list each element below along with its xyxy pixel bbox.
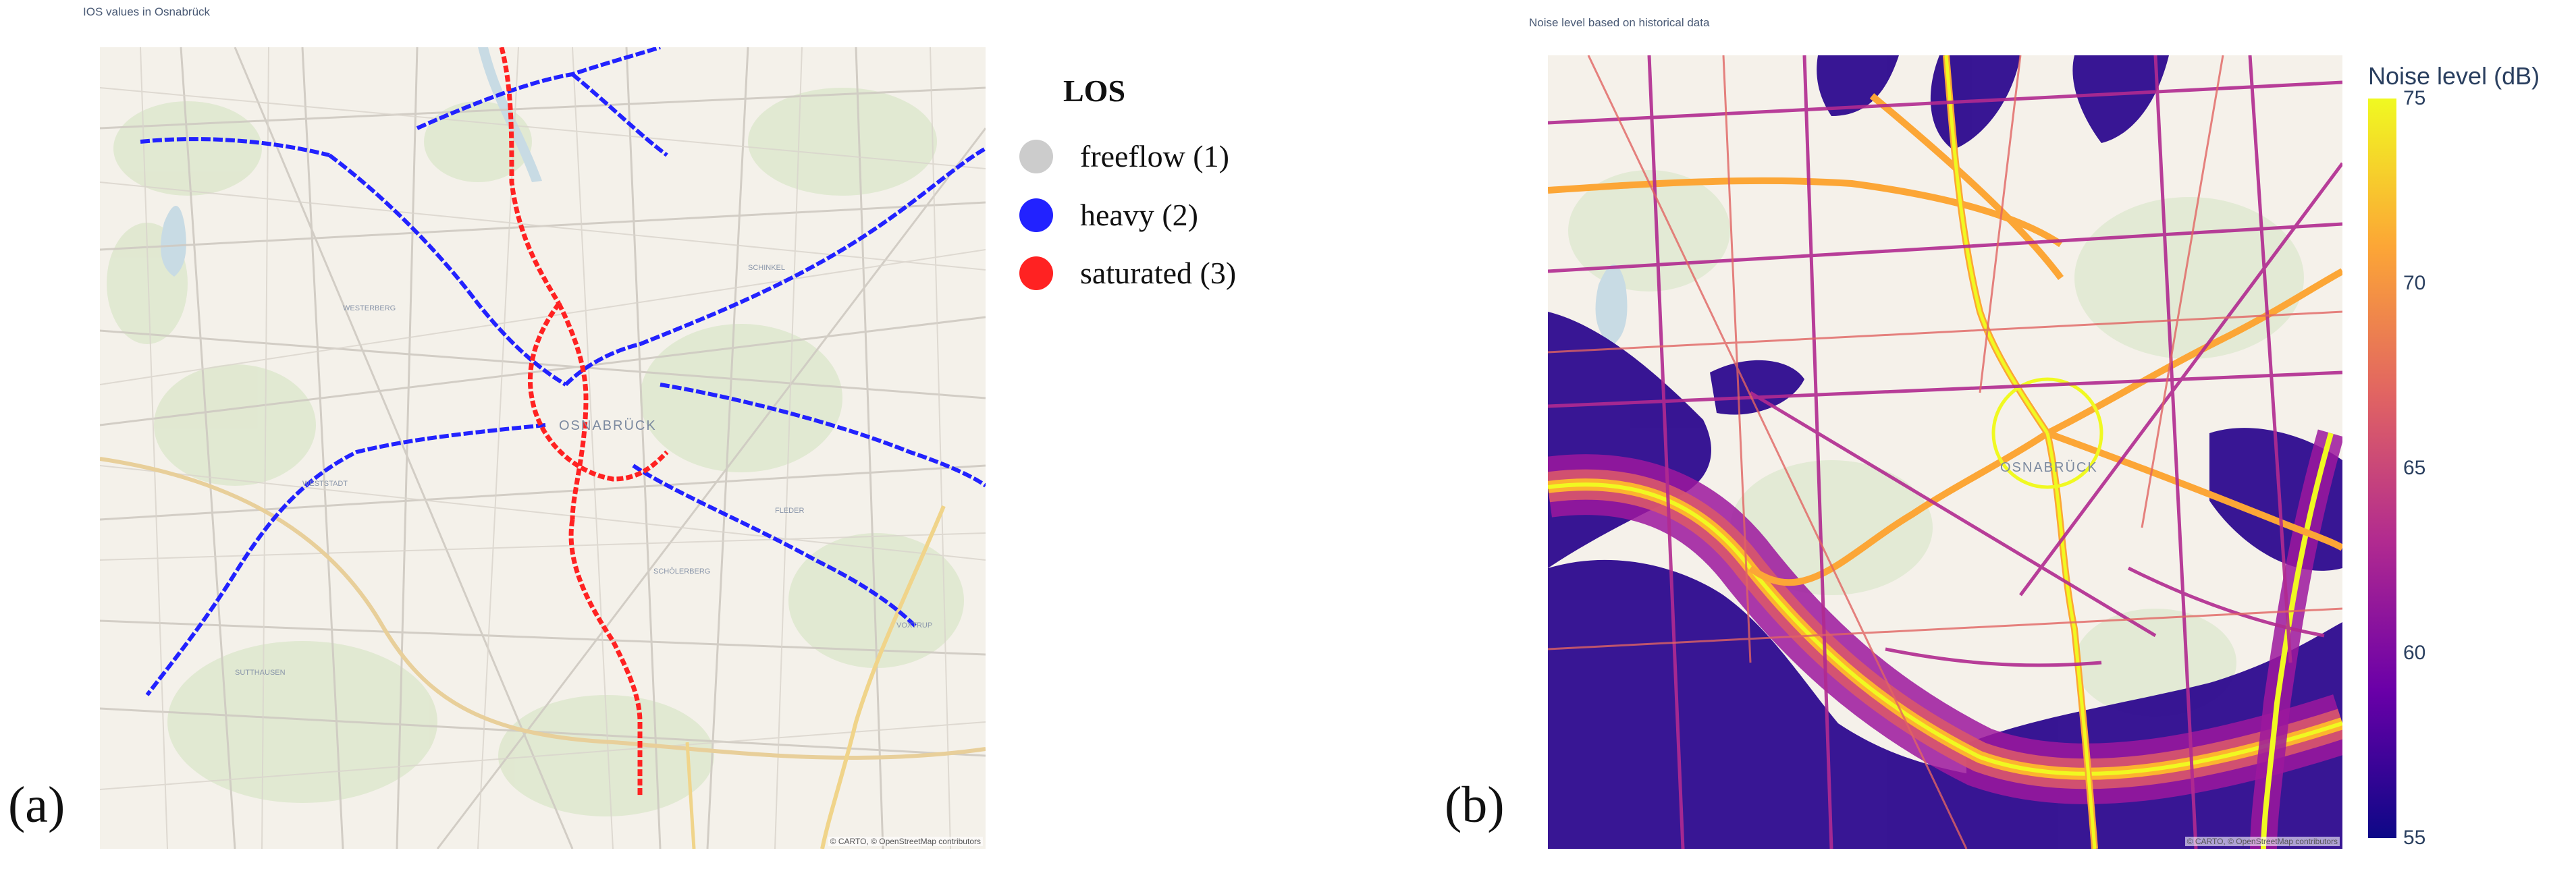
svg-text:SCHÖLERBERG: SCHÖLERBERG	[653, 567, 710, 576]
los-map-canvas: WESTERBERG SCHINKEL WESTSTADT FLEDER SCH…	[100, 47, 986, 849]
colorbar-tick: 70	[2403, 272, 2426, 294]
noise-map[interactable]: OSNABRÜCK © CARTO, © OpenStreetMap contr…	[1548, 55, 2342, 849]
city-label: OSNABRÜCK	[559, 418, 657, 433]
saturated-swatch	[1019, 256, 1053, 290]
svg-text:VOXTRUP: VOXTRUP	[896, 621, 932, 630]
legend-label: freeflow (1)	[1080, 139, 1229, 173]
colorbar-tick: 65	[2403, 457, 2426, 479]
colorbar-title: Noise level (dB)	[2368, 62, 2540, 90]
svg-text:SUTTHAUSEN: SUTTHAUSEN	[235, 669, 286, 677]
legend-label: heavy (2)	[1080, 198, 1198, 232]
svg-text:FLEDER: FLEDER	[775, 507, 804, 515]
legend-title: LOS	[1063, 74, 1126, 108]
colorbar	[2368, 99, 2396, 838]
svg-text:SCHINKEL: SCHINKEL	[748, 264, 785, 272]
los-map[interactable]: WESTERBERG SCHINKEL WESTSTADT FLEDER SCH…	[100, 47, 986, 849]
city-label: OSNABRÜCK	[2000, 460, 2098, 475]
panel-b-title: Noise level based on historical data	[1529, 16, 1710, 29]
colorbar-tick: 55	[2403, 827, 2426, 849]
legend-item-saturated[interactable]: saturated (3)	[1019, 255, 1236, 291]
svg-text:WESTSTADT: WESTSTADT	[302, 480, 348, 488]
legend-item-heavy[interactable]: heavy (2)	[1019, 197, 1198, 233]
colorbar-tick: 75	[2403, 87, 2426, 109]
panel-b-label: (b)	[1445, 777, 1505, 833]
map-attribution[interactable]: © CARTO, © OpenStreetMap contributors	[828, 837, 983, 846]
freeflow-swatch	[1019, 139, 1053, 173]
noise-map-canvas	[1548, 55, 2342, 849]
panel-a-label: (a)	[8, 777, 65, 833]
svg-text:WESTERBERG: WESTERBERG	[343, 304, 396, 312]
heavy-swatch	[1019, 198, 1053, 232]
panel-a-title: IOS values in Osnabrück	[83, 5, 211, 18]
legend-label: saturated (3)	[1080, 256, 1237, 290]
legend-item-freeflow[interactable]: freeflow (1)	[1019, 138, 1229, 174]
colorbar-tick: 60	[2403, 642, 2426, 664]
map-attribution[interactable]: © CARTO, © OpenStreetMap contributors	[2184, 837, 2340, 846]
